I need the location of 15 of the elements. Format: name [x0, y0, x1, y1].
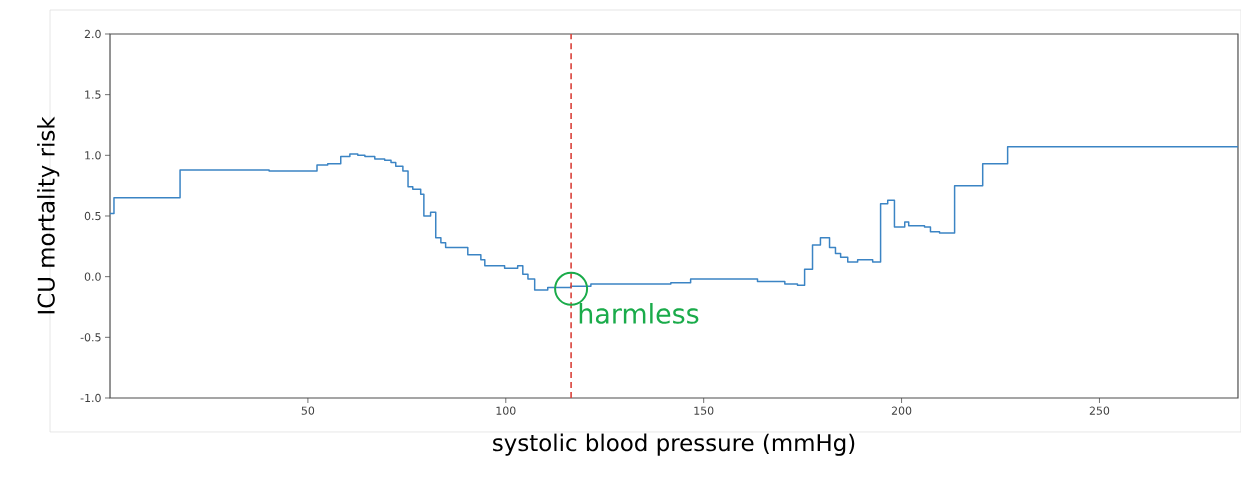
annotation: harmless — [579, 302, 699, 324]
y-tick-label: 1.5 — [85, 90, 101, 99]
y-tick-label: -1.0 — [80, 393, 101, 403]
y-axis-title: ICU mortality risk — [37, 116, 60, 314]
y-tick-label: 1.0 — [85, 151, 101, 160]
y-tick-label: 2.0 — [84, 29, 101, 39]
y-tick-label: 0.5 — [84, 211, 101, 221]
x-tick-label: 250 — [1089, 406, 1110, 415]
y-tick-label: 0.0 — [84, 272, 101, 281]
y-tick-label: -0.5 — [80, 333, 101, 342]
x-tick-label: 150 — [694, 406, 714, 415]
x-axis-title: systolic blood pressure (mmHg) — [493, 433, 855, 456]
x-tick-label: 200 — [891, 406, 912, 415]
x-tick-label: 100 — [496, 406, 516, 415]
x-tick-label: 50 — [301, 406, 315, 415]
